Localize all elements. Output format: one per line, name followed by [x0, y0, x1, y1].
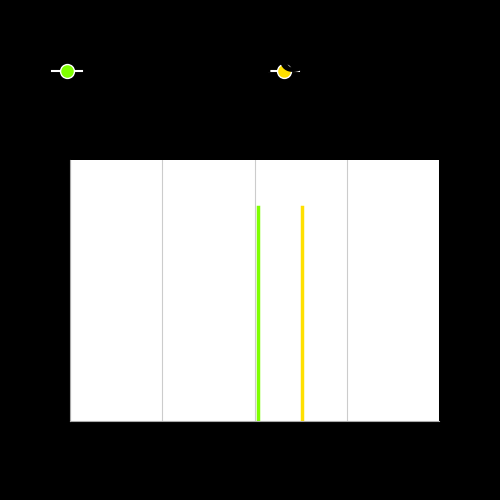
- Legend: Excitation Max 552, Emission Max 576: Excitation Max 552, Emission Max 576: [46, 58, 464, 85]
- X-axis label: Wavelength (nm): Wavelength (nm): [167, 452, 342, 469]
- Y-axis label: Fluorescence: Fluorescence: [46, 224, 64, 358]
- Text: TRITC: TRITC: [196, 46, 304, 79]
